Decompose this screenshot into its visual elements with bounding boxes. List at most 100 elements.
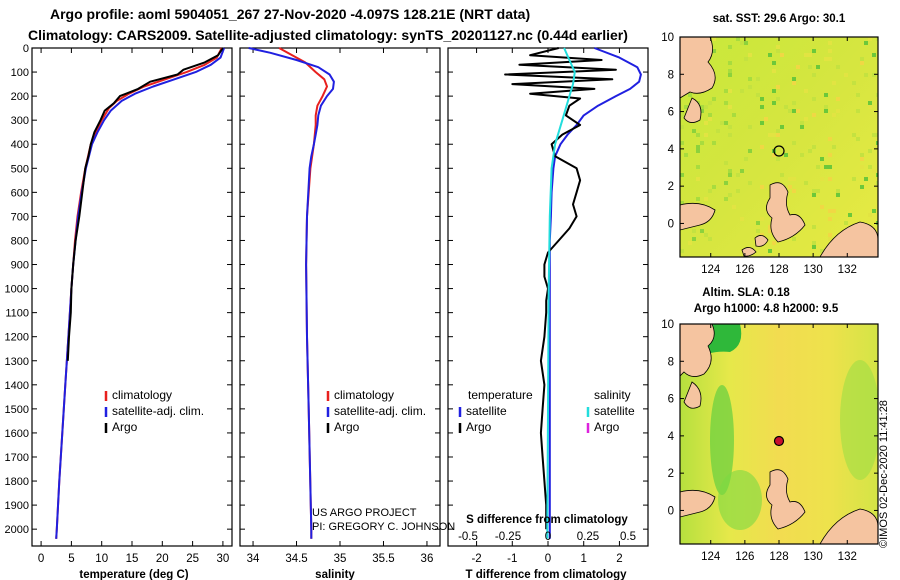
x-tick-label: 30 [217, 553, 230, 565]
sst-pixel [788, 109, 792, 113]
sst-pixel [864, 41, 868, 45]
difference-xlabel: T difference from climatology [465, 569, 627, 580]
sst-pixel [772, 241, 776, 245]
sst-pixel [812, 49, 816, 53]
sst-pixel [740, 89, 744, 93]
sst-pixel [792, 141, 796, 145]
map-x-tick-label: 130 [804, 551, 823, 563]
sst-pixel [720, 121, 724, 125]
map-y-tick-label: 2 [668, 468, 674, 480]
sst-pixel [792, 101, 796, 105]
map-x-tick-label: 124 [701, 551, 721, 563]
sst-pixel [792, 177, 796, 181]
sst-pixel [680, 201, 684, 205]
s-diff-tick-label: 0 [545, 531, 551, 543]
sst-pixel [776, 97, 780, 101]
sst-pixel [844, 73, 848, 77]
x-tick-label: 34 [247, 553, 260, 565]
sst-pixel [708, 113, 712, 117]
sst-pixel [796, 65, 800, 69]
difference-xlabel-2: S difference from climatology [466, 514, 628, 526]
sst-pixel [804, 89, 808, 93]
sst-pixel [800, 125, 804, 129]
sst-pixel [724, 89, 728, 93]
sst-pixel [792, 189, 796, 193]
sst-pixel [776, 45, 780, 49]
s-diff-tick-label: 0.5 [620, 531, 636, 543]
sst-pixel [772, 153, 776, 157]
x-tick-label: 10 [95, 553, 108, 565]
sst-pixel [876, 37, 878, 41]
sst-pixel [776, 157, 780, 161]
sst-pixel [852, 81, 856, 85]
sst-pixel [836, 193, 840, 197]
y-tick-label: 800 [11, 235, 29, 247]
sst-pixel [784, 105, 788, 109]
sst-pixel [776, 133, 780, 137]
sst-pixel [776, 85, 780, 89]
sst-pixel [864, 73, 868, 77]
y-tick-label: 900 [11, 260, 29, 272]
sst-pixel [700, 105, 704, 109]
sst-pixel [812, 73, 816, 77]
sst-pixel [728, 61, 732, 65]
y-tick-label: 500 [11, 163, 29, 175]
map-y-tick-label: 6 [668, 394, 674, 406]
sst-pixel [780, 125, 784, 129]
y-tick-label: 1100 [5, 308, 29, 320]
imos-credit: ©IMOS 02-Dec-2020 11:41:28 [878, 400, 890, 548]
sst-pixel [804, 117, 808, 121]
sst-pixel [872, 133, 876, 137]
sst-pixel [760, 185, 764, 189]
sst-pixel [704, 105, 708, 109]
temperature-plot: 0100200300400500600700800900100011001200… [5, 43, 232, 565]
y-tick-label: 200 [11, 91, 29, 103]
x-tick-label: 36 [421, 553, 434, 565]
sst-pixel [712, 37, 716, 41]
series-line-t-argo [504, 47, 617, 530]
map-y-tick-label: 6 [668, 107, 674, 119]
sst-pixel [816, 189, 820, 193]
sst-pixel [680, 125, 684, 129]
sst-pixel [712, 141, 716, 145]
sst-pixel [872, 73, 876, 77]
sst-pixel [828, 177, 832, 181]
sla-low-blob [718, 470, 762, 530]
sst-pixel [768, 225, 772, 229]
sst-pixel [704, 121, 708, 125]
y-tick-label: 1800 [5, 476, 29, 488]
sst-pixel [696, 149, 700, 153]
sst-pixel [812, 113, 816, 117]
sst-pixel [828, 209, 832, 213]
sst-pixel [724, 181, 728, 185]
sst-pixel [736, 173, 740, 177]
sst-pixel [812, 145, 816, 149]
sst-pixel [872, 169, 876, 173]
sst-pixel [764, 117, 768, 121]
sst-pixel [760, 97, 764, 101]
sst-pixel [868, 105, 872, 109]
sst-pixel [856, 93, 860, 97]
sst-pixel [824, 105, 828, 109]
sst-pixel [684, 153, 688, 157]
y-tick-label: 1000 [5, 284, 29, 296]
sst-pixel [772, 101, 776, 105]
y-tick-label: 1300 [5, 356, 29, 368]
sla-map-title-2: Argo h1000: 4.8 h2000: 9.5 [694, 303, 839, 315]
map-x-tick-label: 128 [769, 264, 788, 276]
sst-pixel [708, 101, 712, 105]
sst-pixel [748, 149, 752, 153]
sst-pixel [772, 133, 776, 137]
map-x-tick-label: 130 [804, 264, 823, 276]
sst-pixel [860, 61, 864, 65]
sst-pixel [748, 53, 752, 57]
x-tick-label: 5 [68, 553, 74, 565]
legend-label: Argo [594, 420, 620, 434]
sst-pixel [732, 113, 736, 117]
sst-pixel [812, 193, 816, 197]
project-annotation: US ARGO PROJECT [312, 507, 417, 519]
sst-pixel [804, 181, 808, 185]
sst-pixel [872, 53, 876, 57]
sst-pixel [844, 221, 848, 225]
sst-pixel [704, 197, 708, 201]
